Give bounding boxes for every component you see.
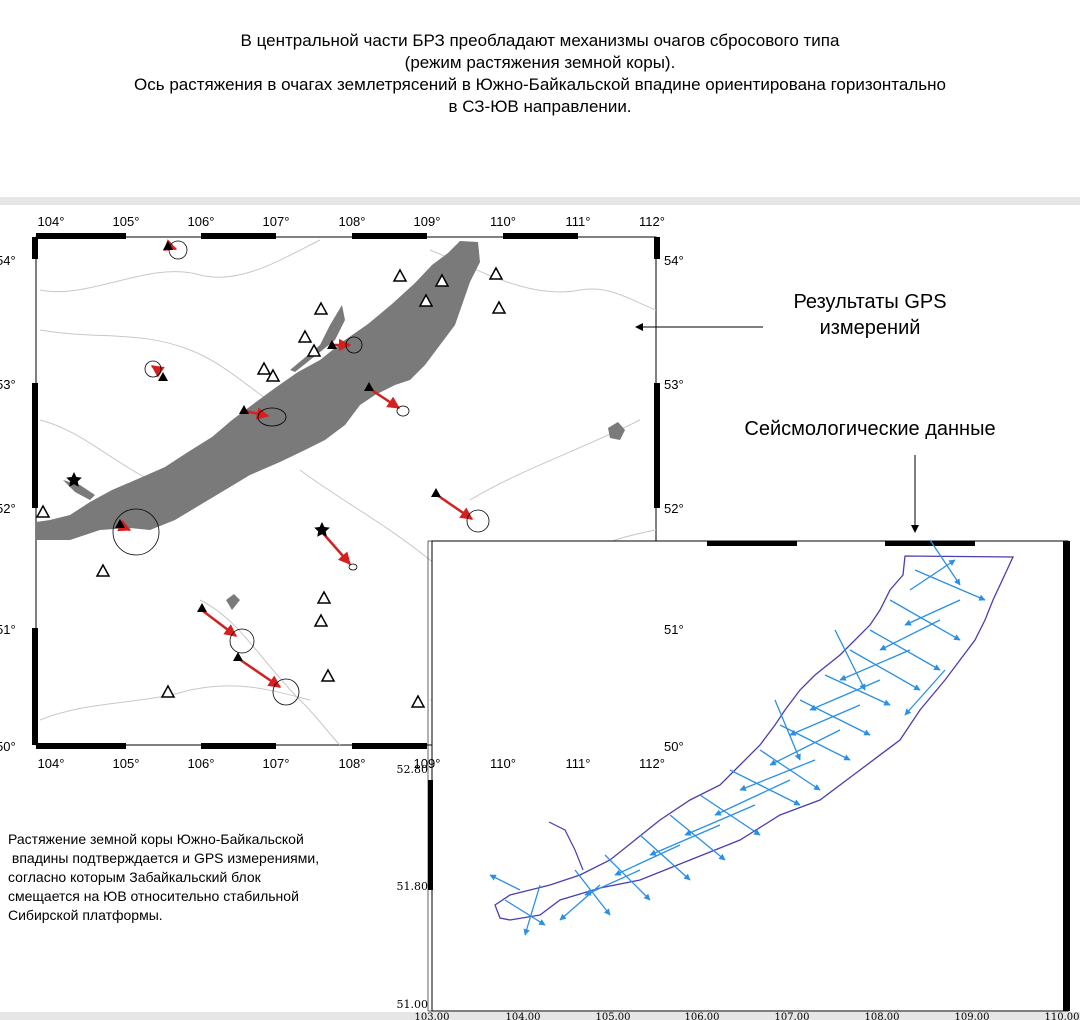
separator-band-top	[0, 197, 1080, 205]
lat-tick-left-2: 52°	[0, 501, 16, 516]
explanation-line-4: смещается на ЮВ относительно стабильной	[8, 888, 299, 904]
lon-tick-top-3: 107°	[263, 214, 290, 229]
star-markers	[66, 472, 330, 537]
lon-tick-top-7: 111°	[566, 214, 591, 229]
lat-tick-left-4: 50°	[0, 739, 16, 754]
separator-band-bottom	[0, 1012, 1080, 1020]
lon-ticks-bottom: 104° 105° 106° 107° 108° 109° 110° 111° 112°	[38, 756, 665, 771]
seismo-inset	[427, 539, 1070, 1012]
lon-tick-top-5: 109°	[414, 214, 441, 229]
lon-tick-top-6: 110°	[490, 214, 516, 229]
lon-tick-top-0: 104°	[38, 214, 65, 229]
inset-x-tick-0: 103.00	[415, 1012, 450, 1020]
lat-tick-right-0: 54°	[664, 253, 684, 268]
gps-results-label: Результаты GPS измерений	[760, 289, 980, 341]
lat-tick-left-3: 51°	[0, 622, 16, 637]
gps-results-line-1: Результаты GPS	[793, 291, 947, 313]
inset-y-tick-1: 51.80	[397, 880, 429, 893]
gps-stations	[35, 266, 507, 708]
lon-tick-bottom-1: 105°	[113, 756, 140, 771]
inset-x-tick-1: 104.00	[506, 1012, 541, 1020]
inset-arrows	[489, 539, 986, 936]
lon-ticks-top: 104° 105° 106° 107° 108° 109° 110° 111° 112°	[38, 214, 665, 229]
lat-tick-right-4: 50°	[664, 739, 684, 754]
inset-y-tick-0: 52.80	[397, 763, 429, 776]
inset-x-tick-6: 109.00	[955, 1012, 990, 1020]
lat-tick-left-0: 54°	[0, 253, 16, 268]
lon-tick-bottom-8: 112°	[639, 756, 665, 771]
gps-vectors	[112, 239, 490, 706]
inset-x-tick-3: 106.00	[685, 1012, 720, 1020]
explanation-line-3: согласно которым Забайкальский блок	[8, 869, 261, 885]
gps-results-line-2: измерений	[819, 317, 921, 339]
title-line-3: Ось растяжения в очагах землетрясений в …	[134, 75, 946, 94]
lat-tick-right-3: 51°	[664, 622, 684, 637]
explanation-line-2: впадины подтверждается и GPS измерениями…	[8, 850, 320, 866]
lat-tick-right-1: 53°	[664, 377, 684, 392]
lat-ticks-right: 54° 53° 52° 51° 50°	[664, 253, 684, 754]
title-line-4: в СЗ-ЮВ направлении.	[448, 97, 632, 116]
lon-tick-top-2: 106°	[188, 214, 215, 229]
explanation-line-5: Сибирской платформы.	[8, 907, 163, 923]
lat-ticks-left: 54° 53° 52° 51° 50°	[0, 253, 16, 754]
lon-tick-top-4: 108°	[339, 214, 366, 229]
inset-x-tick-4: 107.00	[775, 1012, 810, 1020]
inset-y-ticks: 52.80 51.80 51.00	[397, 763, 429, 1011]
slide-title: В центральной части БРЗ преобладают меха…	[0, 30, 1080, 118]
lake-baikal	[36, 241, 480, 540]
lon-tick-top-1: 105°	[113, 214, 140, 229]
lon-tick-bottom-7: 111°	[566, 756, 591, 771]
inset-x-tick-2: 105.00	[596, 1012, 631, 1020]
lat-tick-left-1: 53°	[0, 377, 16, 392]
explanation-text: Растяжение земной коры Южно-Байкальской …	[8, 830, 319, 925]
title-line-1: В центральной части БРЗ преобладают меха…	[240, 31, 840, 50]
lon-tick-top-8: 112°	[639, 214, 665, 229]
lon-tick-bottom-0: 104°	[38, 756, 65, 771]
inset-x-ticks: 103.00 104.00 105.00 106.00 107.00 108.00 109.…	[415, 1012, 1080, 1020]
seismo-data-label: Сейсмологические данные	[744, 418, 996, 440]
lon-tick-bottom-4: 108°	[339, 756, 366, 771]
title-line-2: (режим растяжения земной коры).	[404, 53, 676, 72]
lon-tick-bottom-5: 109°	[414, 756, 441, 771]
lon-tick-bottom-6: 110°	[490, 756, 516, 771]
inset-x-tick-7: 110.00	[1045, 1012, 1080, 1020]
inset-frame	[431, 540, 1069, 1012]
inset-y-tick-2: 51.00	[397, 998, 429, 1011]
lon-tick-bottom-2: 106°	[188, 756, 215, 771]
inset-x-tick-5: 108.00	[865, 1012, 900, 1020]
lat-tick-right-2: 52°	[664, 501, 684, 516]
lon-tick-bottom-3: 107°	[263, 756, 290, 771]
explanation-line-1: Растяжение земной коры Южно-Байкальской	[8, 831, 304, 847]
